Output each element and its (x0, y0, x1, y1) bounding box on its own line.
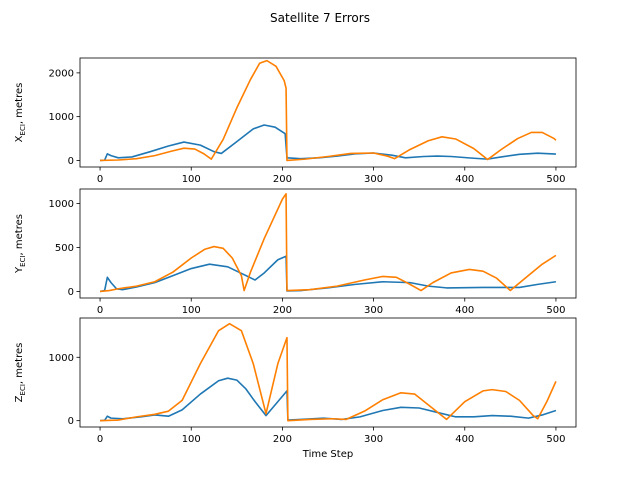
y-axis-label-subscript: ECI (19, 384, 27, 395)
x-tick-label: 0 (97, 305, 103, 316)
x-tick-label: 100 (182, 305, 201, 316)
subplot-2: 0 100 200 300 400 500 0 500 1000 YECI, metres (14, 188, 577, 316)
y-axis-label-main: Z (14, 395, 25, 402)
series-line-2 (100, 322, 557, 422)
x-tick-label: 400 (455, 174, 474, 185)
x-tick-label: 500 (546, 305, 565, 316)
y-tick-label: 1000 (49, 199, 74, 210)
series-line-1 (99, 255, 557, 293)
axes-frame (79, 188, 577, 299)
x-tick-label: 100 (182, 174, 201, 185)
y-tick-label: 500 (55, 243, 74, 254)
y-axis-label: YECI, metres (14, 214, 27, 274)
series-line-2 (99, 193, 557, 293)
y-axis-label: XECI, metres (14, 83, 27, 143)
y-tick-label: 0 (68, 156, 74, 167)
x-axis-label: Time Step (302, 449, 353, 460)
axes-frame (79, 317, 577, 428)
y-tick-label: 0 (68, 416, 74, 427)
x-tick-label: 200 (273, 174, 292, 185)
y-axis-label-unit: , metres (14, 343, 25, 384)
x-tick-label: 300 (364, 174, 383, 185)
x-tick-label: 200 (273, 434, 292, 445)
y-tick-label: 1000 (49, 353, 74, 364)
x-tick-label: 0 (97, 434, 103, 445)
x-tick-label: 200 (273, 305, 292, 316)
y-axis-label-subscript: ECI (19, 255, 27, 266)
y-axis-label-subscript: ECI (19, 124, 27, 135)
y-tick-label: 2000 (49, 68, 74, 79)
y-axis-label-unit: , metres (14, 214, 25, 255)
y-tick-label: 0 (68, 287, 74, 298)
x-tick-label: 0 (97, 174, 103, 185)
x-tick-label: 500 (546, 174, 565, 185)
subplot-3: 0 100 200 300 400 500 0 1000 ZECI, metres Time St… (14, 317, 577, 460)
x-tick-label: 100 (182, 434, 201, 445)
subplot-1: 0 100 200 300 400 500 0 1000 2000 XECI, metres (14, 57, 577, 185)
y-axis-label-unit: , metres (14, 83, 25, 124)
y-axis-label-main: Y (14, 266, 25, 274)
x-tick-label: 300 (364, 305, 383, 316)
x-tick-label: 500 (546, 434, 565, 445)
y-axis-label: ZECI, metres (14, 343, 27, 403)
axes-frame (79, 57, 577, 168)
x-tick-label: 400 (455, 305, 474, 316)
x-tick-label: 300 (364, 434, 383, 445)
figure-title: Satellite 7 Errors (270, 11, 370, 25)
y-tick-label: 1000 (49, 112, 74, 123)
y-axis-label-main: X (14, 135, 25, 142)
series-line-2 (100, 59, 557, 162)
x-tick-label: 400 (455, 434, 474, 445)
